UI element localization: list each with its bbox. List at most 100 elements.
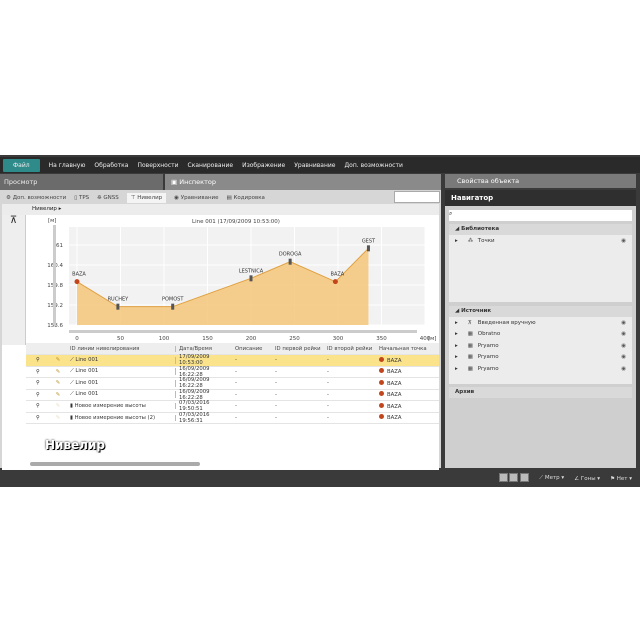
description-cell: - (235, 380, 237, 387)
point-label: DOROGA (279, 252, 302, 258)
edit-icon[interactable]: ✎ (55, 357, 61, 364)
line-id-cell: ⟋ Line 001 (66, 356, 176, 364)
x-tick-label: 250 (289, 336, 300, 342)
menu-processing[interactable]: Обработка (94, 161, 129, 169)
description-cell: - (235, 414, 237, 421)
source-item[interactable]: ▸ ▦ Obratno ◉ (455, 331, 626, 338)
tab-coding[interactable]: ▤ Кодировка (226, 195, 265, 201)
tab-label: TPS (79, 195, 90, 201)
angles-dropdown[interactable]: ∠ Гоны ▾ (574, 475, 601, 482)
menu-image[interactable]: Изображение (242, 161, 286, 169)
breadcrumb-item[interactable]: Нивелир (32, 206, 57, 212)
staff-marker (171, 303, 175, 310)
none-dropdown[interactable]: ⚑ Нет ▾ (610, 475, 632, 482)
tab-label: Уравнивание (180, 195, 219, 201)
table-row[interactable]: ⚲ ✎ ⟋ Line 001 17/09/2009 10:53:00 - - - … (26, 354, 439, 367)
source-item[interactable]: ▸ ⊼ Введенная вручную ◉ (455, 319, 626, 326)
staff-marker (116, 303, 120, 310)
eye-icon[interactable]: ◉ (621, 342, 626, 349)
line-id-cell: ▮ Новое измерение высоты (66, 403, 176, 410)
sources-section: ◢ Источник ▸ ⊼ Введенная вручную ◉ ▸ ▦ Obratno… (449, 306, 632, 384)
search-icon: ⌕ (449, 210, 453, 217)
navigator-search-input[interactable]: ⌕ (449, 210, 632, 221)
datetime-cell: 07/03/2016 19:56:31 (179, 411, 210, 424)
table-row[interactable]: ⚲ ✎ ⟋ Line 001 16/09/2009 16:22:28 - - - … (26, 366, 439, 378)
tab-gnss[interactable]: ⛯ GNSS (97, 194, 119, 201)
breadcrumb[interactable]: Нивелир ▸ (2, 204, 439, 215)
view-buttons[interactable] (498, 473, 530, 484)
col-line-id[interactable]: ID линии нивелирования (66, 345, 176, 352)
y-tick-label: 161 (53, 243, 64, 249)
first-staff-cell: - (275, 380, 277, 387)
edit-icon[interactable]: ✎ (55, 380, 61, 387)
edit-icon[interactable]: ✎ (55, 403, 61, 410)
library-title: Библиотека (461, 226, 500, 232)
x-tick-label: 300 (333, 336, 344, 342)
object-properties-header[interactable]: Свойства объекта (445, 174, 636, 188)
source-item[interactable]: ▸ ▦ Pryamo ◉ (455, 354, 626, 361)
base-point-icon (379, 368, 384, 374)
edit-icon[interactable]: ✎ (55, 391, 61, 398)
inspector-panel-header[interactable]: ▣ Инспектор (165, 174, 441, 190)
second-staff-cell: - (327, 380, 329, 387)
table-row[interactable]: ⚲ ✎ ▮ Новое измерение высоты (2) 07/03/20… (26, 411, 439, 424)
units-dropdown[interactable]: ⟋ Метр ▾ (539, 475, 565, 481)
eye-icon[interactable]: ◉ (621, 237, 626, 244)
archive-section[interactable]: Архив (449, 387, 632, 398)
height-profile-chart: 158.6159.2159.8160.416105010015020025030… (26, 215, 439, 343)
x-tick-label: 150 (202, 336, 213, 342)
tab-label: Кодировка (233, 195, 265, 201)
col-second-staff[interactable]: ID второй рейки (327, 345, 373, 352)
staff-marker (288, 258, 292, 265)
tab-adjustment[interactable]: ◉ Уравнивание (174, 195, 219, 201)
col-datetime[interactable]: Дата/Время (179, 345, 212, 352)
sources-header[interactable]: ◢ Источник (449, 306, 632, 317)
sources-title: Источник (461, 308, 492, 314)
menu-adjustment[interactable]: Уравнивание (294, 161, 336, 169)
eye-icon[interactable]: ◉ (621, 319, 626, 326)
col-start-point[interactable]: Начальная точка (379, 345, 427, 352)
table-row[interactable]: ⚲ ✎ ▮ Новое измерение высоты 07/03/2016 1… (26, 400, 439, 413)
eye-icon[interactable]: ◉ (621, 331, 626, 338)
tab-label: GNSS (103, 194, 119, 201)
edit-icon[interactable]: ✎ (55, 368, 61, 375)
menu-surfaces[interactable]: Поверхности (137, 161, 179, 169)
source-item[interactable]: ▸ ▦ Pryamo ◉ (455, 342, 626, 349)
chart-vertical-scrollbar[interactable] (53, 225, 56, 325)
chart-scrollbar[interactable] (69, 330, 417, 333)
description-cell: - (235, 357, 237, 364)
menu-home[interactable]: На главную (48, 161, 86, 169)
inspector-search-input[interactable] (394, 191, 440, 203)
item-label: Pryamo (477, 365, 499, 372)
file-menu-button[interactable]: Файл (3, 158, 40, 172)
item-label: Точки (477, 237, 495, 244)
col-first-staff[interactable]: ID первой рейки (275, 345, 321, 352)
horizontal-scrollbar[interactable] (30, 462, 200, 466)
library-header[interactable]: ◢ Библиотека (449, 224, 632, 235)
x-tick-label: 200 (246, 336, 257, 342)
eye-icon[interactable]: ◉ (621, 365, 626, 372)
col-description[interactable]: Описание (235, 345, 263, 352)
points-icon: ⁂ (467, 237, 474, 244)
start-point: BAZA (387, 403, 402, 410)
tab-label: Доп. возможности (12, 195, 67, 201)
source-item[interactable]: ▸ ▦ Pryamo ◉ (455, 365, 626, 372)
line-id: Новое измерение высоты (74, 403, 146, 410)
tab-tps[interactable]: ▯ TPS (74, 195, 90, 201)
tab-extras[interactable]: ⚙ Доп. возможности (6, 195, 67, 201)
tab-level[interactable]: ⊤ Нивелир (126, 193, 167, 203)
eye-icon[interactable]: ◉ (621, 354, 626, 361)
file-icon: ▦ (467, 342, 473, 349)
start-point: BAZA (387, 415, 402, 422)
staff-icon: ⚲ (36, 357, 40, 364)
start-point-cell: BAZA (376, 391, 434, 398)
level-tool-icon[interactable]: ⊼ (2, 215, 26, 345)
table-row[interactable]: ⚲ ✎ ⟋ Line 001 16/09/2009 16:22:28 - - - … (26, 389, 439, 401)
menu-extras[interactable]: Доп. возможности (344, 161, 403, 169)
edit-icon[interactable]: ✎ (55, 414, 61, 421)
staff-icon: ⚲ (36, 403, 40, 410)
menu-scanning[interactable]: Сканирование (187, 161, 234, 169)
library-item-points[interactable]: ▸ ⁂ Точки ◉ (455, 237, 626, 244)
table-row[interactable]: ⚲ ✎ ⟋ Line 001 16/09/2009 16:22:28 - - - … (26, 377, 439, 390)
view-panel-header[interactable]: Просмотр (0, 174, 163, 190)
